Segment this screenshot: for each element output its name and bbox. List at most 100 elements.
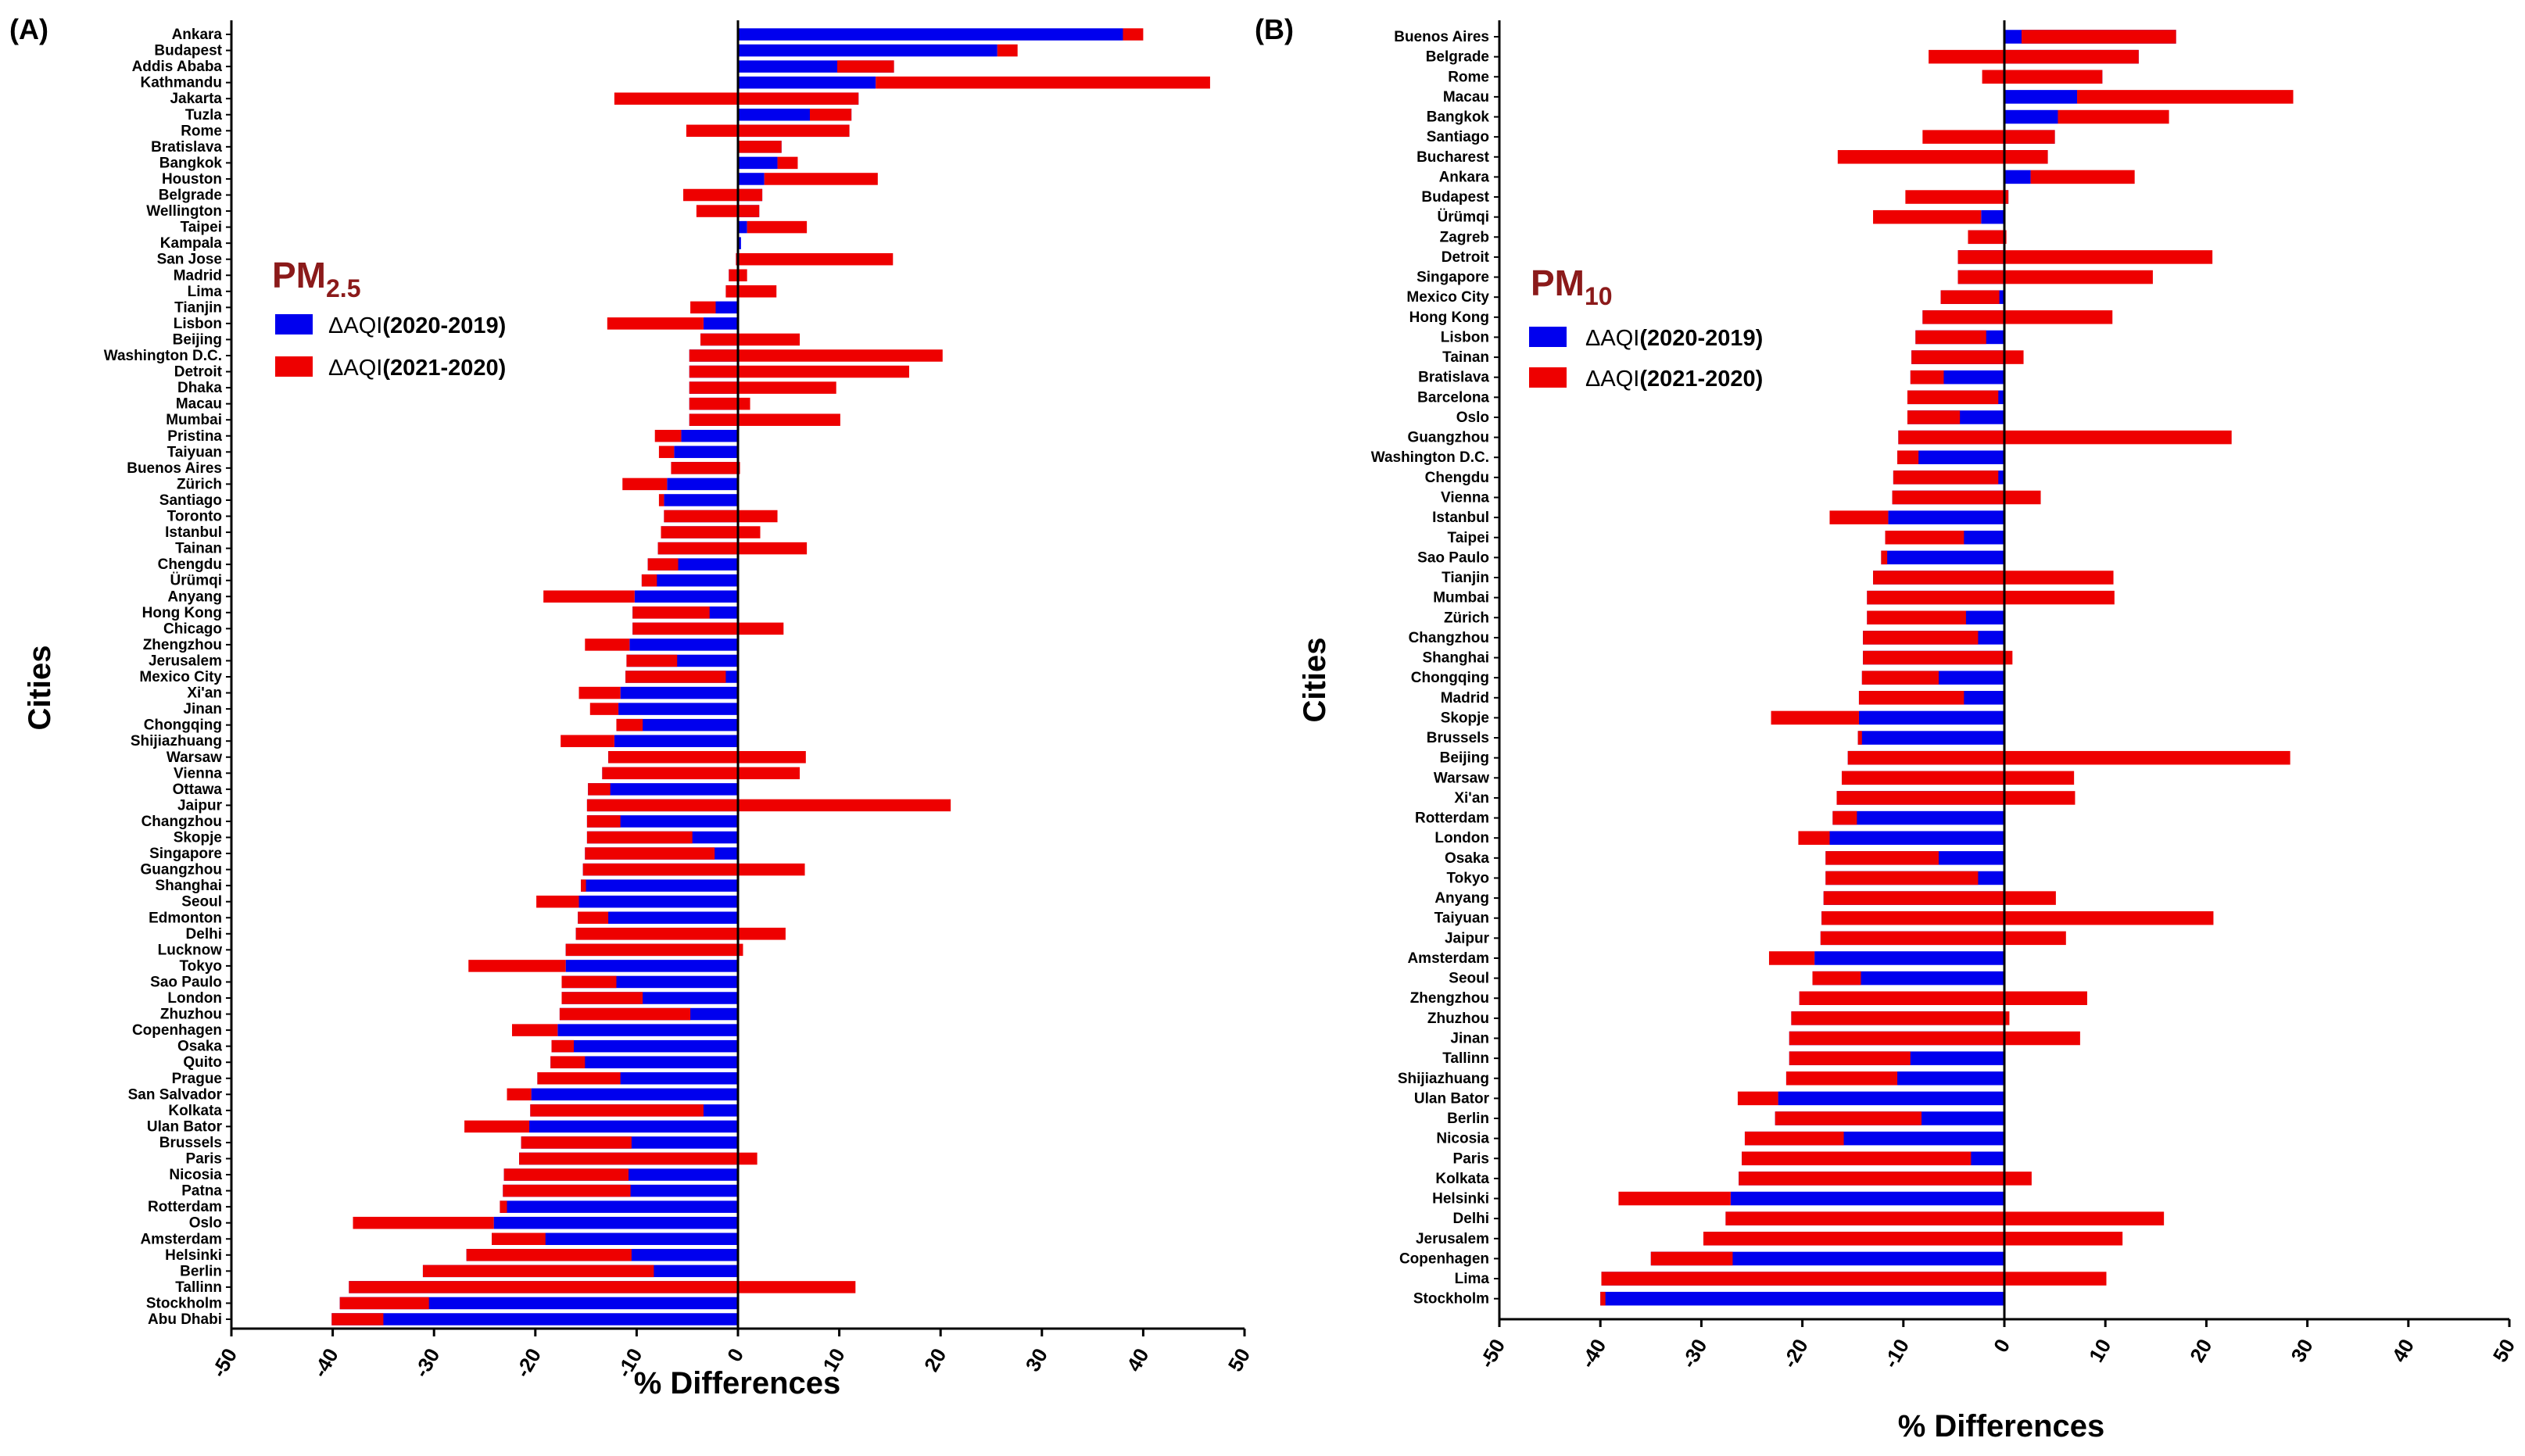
bar-2020-2019-3 [738, 76, 876, 89]
category-label: Dhaka [177, 380, 222, 396]
category-label: Shanghai [1422, 650, 1489, 667]
category-label: Jaipur [177, 797, 223, 814]
category-label: Ankara [172, 27, 223, 43]
legend-swatch-red [1529, 367, 1567, 388]
bar-2021-2020-1 [997, 44, 1018, 57]
panel-b-label: (B) [1255, 13, 1294, 45]
bar-2021-2020-13 [1940, 290, 2000, 304]
category-label: Toronto [167, 509, 222, 525]
x-tick-label: 20 [919, 1344, 951, 1376]
bar-2020-2019-26 [1881, 550, 2004, 565]
bar-2020-2019-18 [703, 317, 738, 330]
x-tick-label: 20 [2185, 1335, 2216, 1366]
x-tick-label: 0 [1989, 1335, 2015, 1357]
panel-b-x-axis-label: % Differences [1898, 1409, 2105, 1443]
bar-2020-2019-29 [664, 494, 738, 506]
category-label: Kolkata [168, 1103, 222, 1119]
category-label: Hong Kong [142, 605, 222, 621]
bar-2021-2020-24 [689, 413, 840, 426]
category-label: Rome [1448, 69, 1489, 85]
bar-2020-2019-63 [1600, 1291, 2004, 1306]
category-label: Lisbon [174, 316, 222, 332]
bar-2021-2020-42 [589, 703, 619, 715]
category-label: Zhengzhou [143, 637, 222, 653]
bar-2021-2020-40 [1798, 831, 1830, 845]
bar-2020-2019-39 [1832, 810, 2004, 825]
bar-2021-2020-18 [1907, 390, 1999, 405]
category-label: Warsaw [1434, 770, 1489, 786]
category-label: Taipei [181, 220, 223, 236]
x-tick-label: 30 [1021, 1344, 1052, 1376]
bar-2021-2020-48 [586, 799, 951, 812]
category-label: Ulan Bator [147, 1118, 223, 1135]
category-label: Shijiazhuang [131, 733, 222, 749]
category-label: Tokyo [179, 958, 222, 975]
bar-2021-2020-46 [602, 767, 800, 780]
bar-2020-2019-34 [1858, 710, 2004, 725]
category-label: Nicosia [169, 1167, 222, 1183]
category-label: Zhuzhou [160, 1007, 222, 1023]
bar-2021-2020-1 [1929, 49, 2139, 64]
category-label: Bratislava [151, 139, 222, 156]
category-label: Changzhou [1409, 630, 1489, 646]
category-label: Nicosia [1436, 1131, 1489, 1147]
x-tick-label: -20 [1778, 1335, 1813, 1372]
bar-2021-2020-38 [1836, 791, 2076, 805]
panel-a-x-axis-label: % Differences [634, 1366, 841, 1401]
bar-2021-2020-80 [331, 1313, 384, 1325]
bar-2021-2020-37 [1841, 771, 2075, 785]
category-label: Seoul [181, 894, 222, 910]
bar-2021-2020-7 [736, 141, 782, 153]
bar-2021-2020-62 [1601, 1272, 2107, 1286]
category-label: Taiyuan [167, 444, 222, 460]
category-label: Shijiazhuang [1398, 1071, 1489, 1087]
bar-2021-2020-47 [588, 783, 611, 796]
bar-2021-2020-10 [1968, 230, 2007, 245]
category-label: Bangkok [1427, 109, 1490, 126]
category-label: Santiago [1427, 129, 1489, 145]
bar-2021-2020-23 [689, 397, 750, 410]
category-label: Vienna [1441, 489, 1489, 506]
category-label: Shanghai [155, 878, 222, 894]
category-label: Guangzhou [1408, 430, 1489, 446]
bar-2021-2020-4 [614, 92, 859, 105]
bar-2021-2020-44 [561, 735, 614, 747]
category-label: Prague [172, 1071, 222, 1087]
category-label: Rome [181, 123, 222, 139]
bar-2020-2019-61 [1650, 1251, 2004, 1266]
bar-2020-2019-68 [529, 1120, 738, 1133]
category-label: Zürich [177, 476, 222, 492]
category-label: Skopje [1441, 710, 1489, 726]
category-label: Budapest [1421, 189, 1489, 206]
x-tick-label: -30 [1677, 1335, 1712, 1372]
bar-2020-2019-41 [620, 686, 738, 699]
category-label: Guangzhou [141, 862, 222, 878]
bar-2021-2020-74 [353, 1216, 494, 1229]
category-label: Tianjin [174, 299, 222, 316]
panel-a-legend: ΔAQI(2020-2019) ΔAQI(2021-2020) [275, 313, 506, 381]
category-label: Hong Kong [1409, 309, 1489, 326]
bar-2021-2020-69 [521, 1136, 632, 1149]
category-label: Anyang [167, 588, 222, 605]
category-label: Osaka [177, 1039, 222, 1055]
x-tick-label: 10 [2084, 1335, 2115, 1366]
bar-2021-2020-3 [2077, 90, 2294, 104]
bar-2020-2019-46 [1814, 951, 2004, 965]
panel-b-legend: ΔAQI(2020-2019) ΔAQI(2021-2020) [1529, 326, 1763, 392]
bar-2020-2019-4 [2004, 109, 2058, 124]
bar-2021-2020-17 [690, 301, 716, 314]
bar-2020-2019-44 [614, 735, 738, 747]
bar-2020-2019-35 [634, 590, 738, 603]
category-label: Stockholm [1413, 1291, 1489, 1308]
category-label: Paris [1453, 1150, 1489, 1167]
category-label: Changzhou [141, 814, 222, 830]
category-label: Madrid [1441, 690, 1489, 707]
bar-2021-2020-24 [1829, 510, 1889, 524]
bar-2020-2019-53 [1778, 1091, 2004, 1106]
bar-2020-2019-35 [1857, 731, 2004, 745]
bar-2020-2019-54 [578, 895, 738, 908]
bar-2021-2020-26 [658, 445, 675, 459]
bar-2021-2020-61 [559, 1007, 691, 1021]
bar-2021-2020-6 [1837, 150, 2048, 164]
